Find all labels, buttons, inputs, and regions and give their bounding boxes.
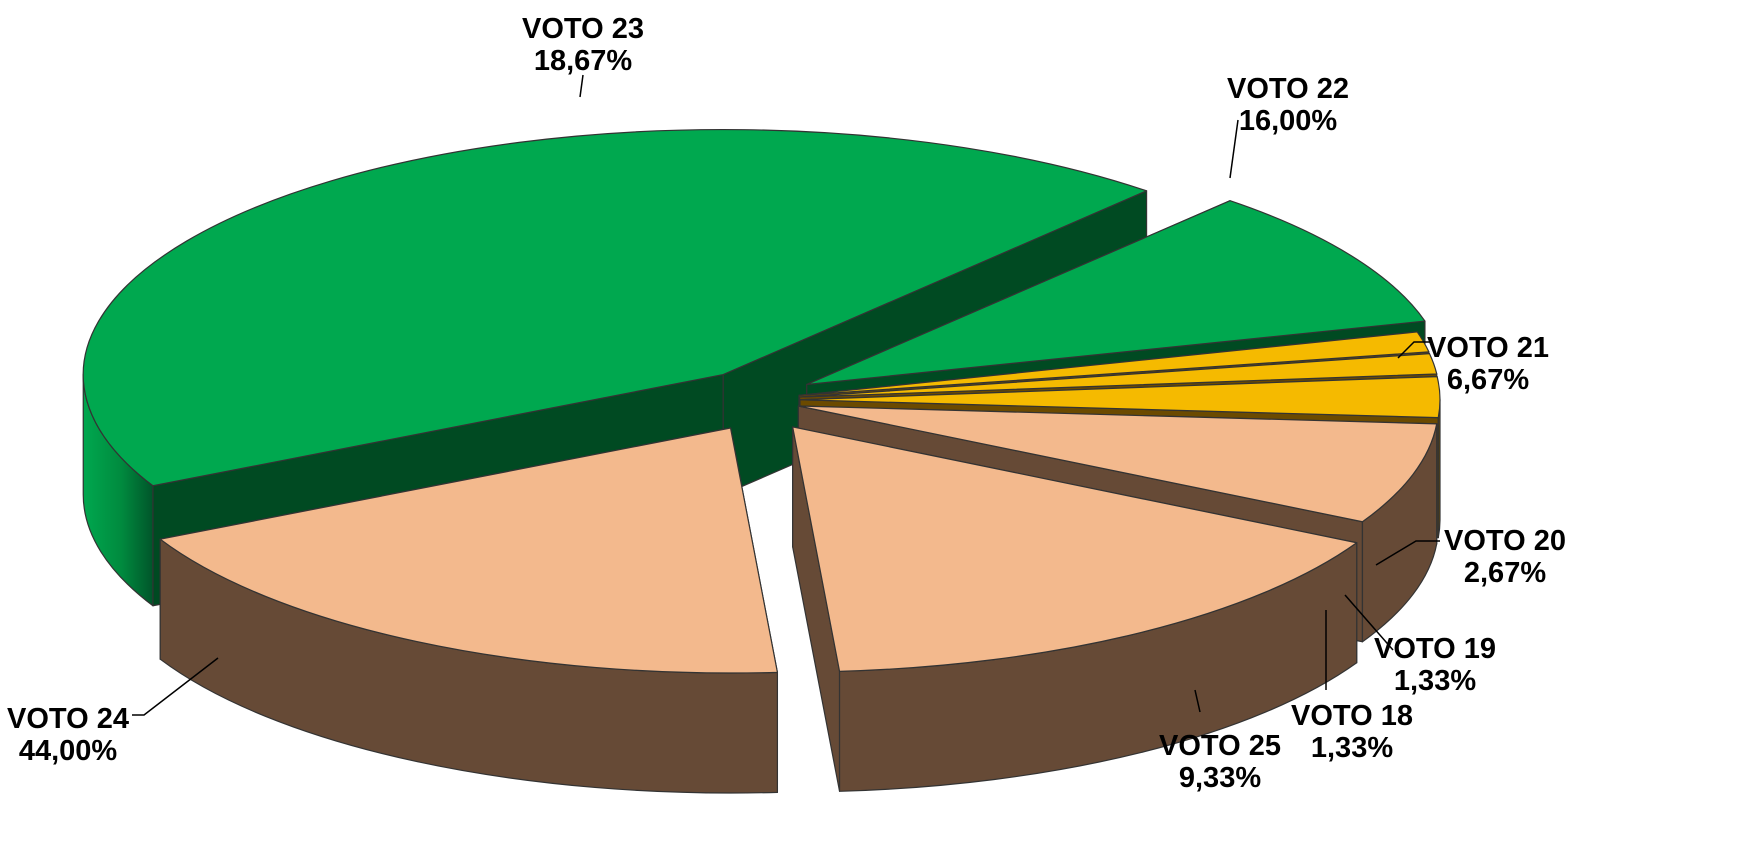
slice-side <box>1437 399 1441 539</box>
leader-line <box>579 74 584 98</box>
slice-value-label: 6,67% <box>1447 364 1529 396</box>
slice-label: VOTO 19 <box>1374 633 1496 665</box>
slice-label: VOTO 22 <box>1227 73 1349 105</box>
slice-value-label: 16,00% <box>1239 105 1338 137</box>
slice-label: VOTO 24 <box>7 703 129 735</box>
slice-top <box>159 427 779 674</box>
leader-line <box>1229 119 1239 179</box>
leader-line <box>1344 594 1394 651</box>
slice-voto-23 <box>159 427 779 794</box>
leader-line <box>1375 540 1440 566</box>
slice-label: VOTO 21 <box>1427 332 1549 364</box>
slice-top <box>799 376 1441 419</box>
slice-top <box>799 353 1438 398</box>
slice-value-label: 18,67% <box>534 45 633 77</box>
slice-value-label: 1,33% <box>1311 732 1393 764</box>
leader-line <box>132 657 219 716</box>
slice-top <box>806 200 1426 386</box>
leader-line <box>1194 689 1201 713</box>
leader-line <box>1397 341 1430 359</box>
slice-label: VOTO 18 <box>1291 700 1413 732</box>
slice-value-label: 44,00% <box>19 735 118 767</box>
slice-voto-22 <box>792 426 1358 792</box>
slice-top <box>797 405 1438 523</box>
slice-value-label: 9,33% <box>1179 762 1261 794</box>
slice-label: VOTO 23 <box>522 13 644 45</box>
slice-label: VOTO 20 <box>1444 525 1566 557</box>
slice-value-label: 2,67% <box>1464 557 1546 589</box>
slice-top <box>82 128 1148 487</box>
slice-label: VOTO 25 <box>1159 730 1281 762</box>
slice-top <box>792 426 1358 672</box>
slice-value-label: 1,33% <box>1394 665 1476 697</box>
